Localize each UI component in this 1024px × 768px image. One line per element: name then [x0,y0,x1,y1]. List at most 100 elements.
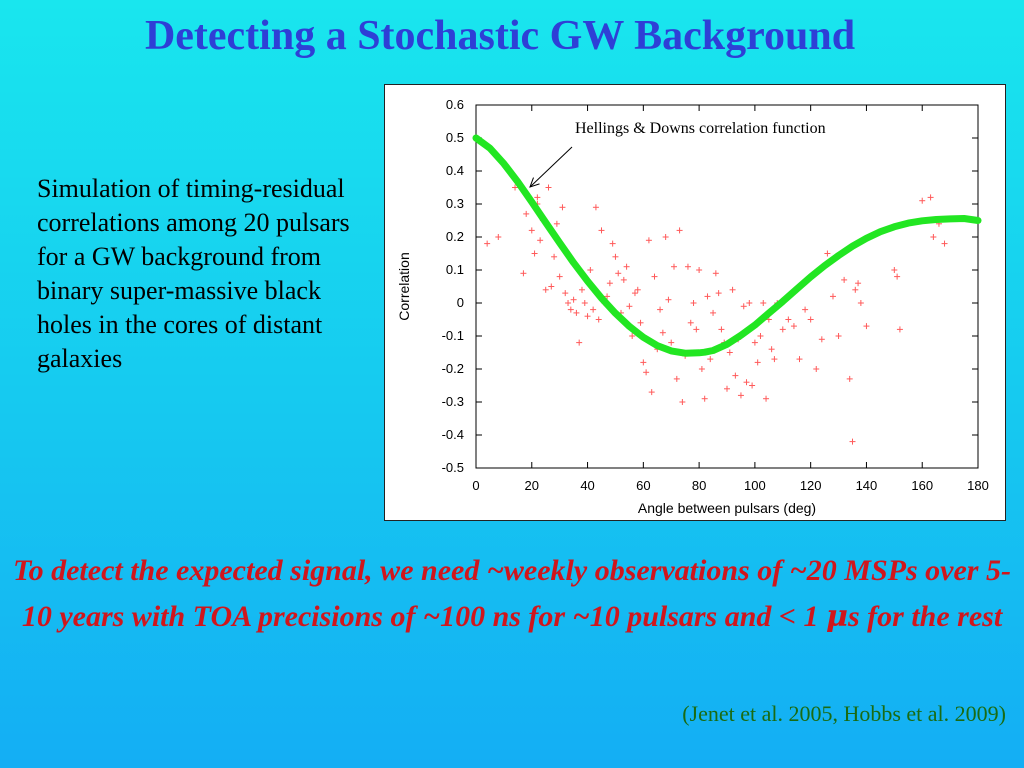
data-point [718,326,725,333]
data-point [818,336,825,343]
y-tick-label: 0.1 [446,262,464,277]
x-tick-label: 20 [525,478,539,493]
data-point [701,395,708,402]
y-tick-label: -0.2 [442,361,464,376]
data-point [690,300,697,306]
data-point [846,375,853,382]
data-point [857,300,864,306]
data-point [841,276,848,283]
data-point [768,346,775,353]
y-tick-label: 0.5 [446,130,464,145]
data-point [542,286,549,293]
data-point [548,283,555,290]
data-point [595,316,602,323]
data-point [643,369,650,376]
data-point [941,240,948,247]
data-point [807,316,814,323]
data-point [634,286,641,293]
data-point [531,250,538,257]
curve-annotation: Hellings & Downs correlation function [575,120,826,137]
data-point [696,267,703,273]
data-point [894,273,901,280]
data-point [565,300,572,306]
data-point [651,273,658,280]
data-point [604,293,611,300]
x-tick-label: 180 [967,478,989,493]
data-point [551,253,558,260]
data-point [813,366,820,372]
x-tick-label: 0 [472,478,479,493]
data-point [640,359,647,366]
y-tick-label: 0.2 [446,229,464,244]
data-point [590,306,597,313]
data-point [657,306,664,313]
axis-ticks: 0 20 40 60 80 100 120 140 160 180 -0.5 -0.4 -0.3 -0.2… [442,97,989,493]
data-point [726,349,733,356]
data-point [896,326,903,333]
data-point [693,326,700,333]
data-point [715,290,722,297]
data-point [609,240,616,247]
data-point [576,339,583,346]
data-point [779,326,786,333]
data-point [855,280,862,287]
data-point [623,263,630,270]
data-point [927,194,934,201]
data-point [665,296,672,303]
y-tick-label: 0 [457,295,464,310]
data-point [567,306,574,313]
data-point [760,300,767,306]
data-point [537,237,544,244]
data-point [919,197,926,204]
x-axis-label: Angle between pulsars (deg) [638,500,816,516]
arrow-head-icon [529,177,540,188]
data-point [523,210,530,217]
data-point [710,309,717,316]
data-point [790,323,797,330]
simulated-points [484,168,948,445]
data-point [729,286,736,293]
y-tick-label: 0.6 [446,97,464,112]
y-tick-label: -0.1 [442,328,464,343]
data-point [704,293,711,300]
x-tick-label: 120 [800,478,822,493]
data-point [587,267,594,273]
data-point [573,309,580,316]
data-point [556,273,563,280]
data-point [637,319,644,326]
x-tick-label: 160 [911,478,933,493]
data-point [570,296,577,303]
data-point [645,237,652,244]
y-tick-label: -0.4 [442,427,464,442]
citation: (Jenet et al. 2005, Hobbs et al. 2009) [682,701,1006,726]
data-point [520,270,527,277]
data-point [687,319,694,326]
data-point [891,267,898,273]
data-point [740,303,747,310]
data-point [749,382,756,389]
y-tick-label: 0.3 [446,196,464,211]
slide-title: Detecting a Stochastic GW Background [144,13,856,59]
data-point [785,316,792,323]
data-point [606,280,613,287]
data-point [746,300,753,306]
data-point [824,250,831,257]
hellings-downs-curve-group [472,134,982,357]
data-point [559,204,566,211]
data-point [648,389,655,396]
data-point [771,356,778,363]
data-point [707,356,714,363]
data-point [545,184,552,191]
chart-frame: 0 20 40 60 80 100 120 140 160 180 -0.5 -0.4 -0.3 -0.2… [384,84,1006,521]
y-tick-label: -0.5 [442,460,464,475]
data-point [629,333,636,339]
data-point [673,375,680,382]
x-tick-label: 100 [744,478,766,493]
correlation-chart: 0 20 40 60 80 100 120 140 160 180 -0.5 -0.4 -0.3 -0.2… [396,97,989,516]
description-text: Simulation of timing-residual correlatio… [37,174,350,373]
data-point [668,339,675,346]
data-point [528,227,535,234]
data-point [930,234,937,240]
callout-text-end: s for the rest [847,600,1003,633]
data-point [676,227,683,234]
